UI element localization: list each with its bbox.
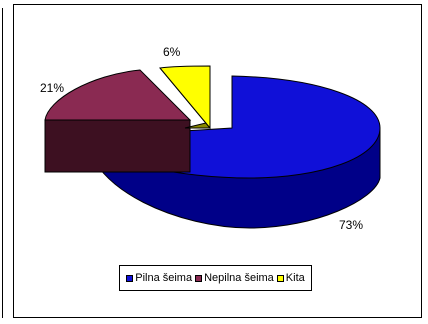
slice-top-kita[interactable] <box>159 65 211 130</box>
legend-item-nepilna: Nepilna šeima <box>195 272 274 284</box>
slice-side-nepilna <box>44 119 191 173</box>
legend-item-pilna: Pilna šeima <box>126 272 192 284</box>
slice-top-nepilna[interactable] <box>44 69 192 121</box>
legend-swatch-pilna <box>126 274 134 282</box>
label-pilna: 73% <box>339 218 363 232</box>
legend: Pilna šeima Nepilna šeima Kita <box>119 265 312 291</box>
legend-label-nepilna: Nepilna šeima <box>204 272 274 284</box>
legend-label-kita: Kita <box>285 272 305 284</box>
legend-swatch-nepilna <box>195 274 203 282</box>
left-edge-line <box>2 8 3 318</box>
legend-swatch-kita <box>276 274 284 282</box>
label-nepilna: 21% <box>40 81 64 95</box>
legend-item-kita: Kita <box>276 272 305 284</box>
label-kita: 6% <box>163 45 181 59</box>
legend-label-pilna: Pilna šeima <box>135 272 193 284</box>
